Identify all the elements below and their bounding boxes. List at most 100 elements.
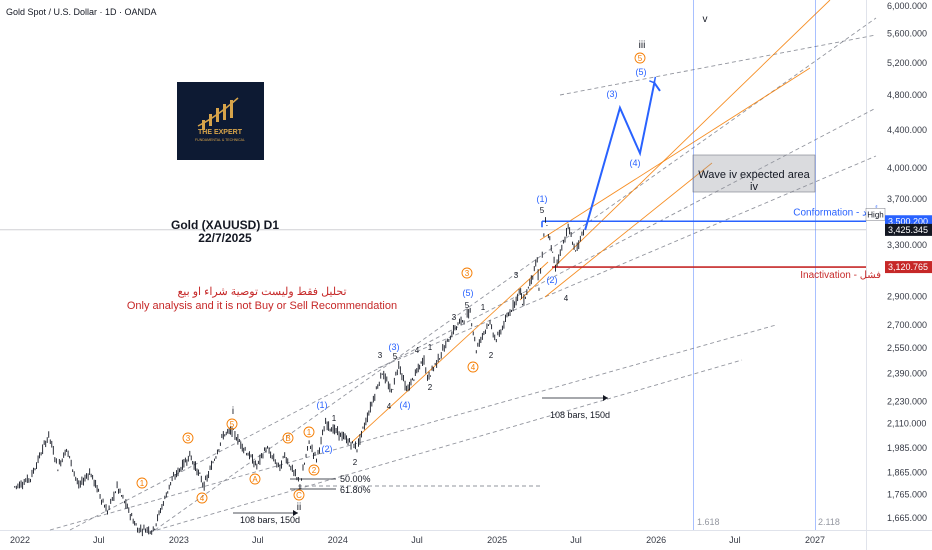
projection-peak <box>649 76 657 84</box>
wave-label: (5) <box>636 67 647 77</box>
wave-label: 3 <box>452 313 457 322</box>
wave-circle <box>467 361 479 373</box>
fib-618-label: 61.80% <box>340 485 371 495</box>
projection-path <box>584 80 661 231</box>
wave-label: 2 <box>489 351 494 360</box>
logo-bar <box>202 120 205 130</box>
x-tick-label: 2026 <box>646 535 666 545</box>
x-tick-label: Jul <box>411 535 423 545</box>
arrow-head-top <box>603 395 608 401</box>
wave-label: (3) <box>607 89 618 99</box>
channel-orange-line <box>519 0 831 301</box>
wave-label: (2) <box>547 275 558 285</box>
high-tag-label: High <box>867 210 883 219</box>
wave-label: 4 <box>415 346 420 355</box>
price-candles <box>14 217 584 537</box>
current-price-value: 3,425.345 <box>888 225 928 235</box>
wave-label: (4) <box>400 400 411 410</box>
wave-label: 2 <box>428 383 433 392</box>
wave-iv-area-box <box>692 154 816 193</box>
wave-circle <box>308 464 320 476</box>
wave-label: (5) <box>463 288 474 298</box>
y-tick-label: 2,390.000 <box>887 369 927 379</box>
logo-text: THE EXPERT <box>198 129 243 136</box>
x-tick-label: 2027 <box>805 535 825 545</box>
y-tick-label: 3,300.000 <box>887 240 927 250</box>
fib-1618-label: 1.618 <box>697 517 720 527</box>
wave-label: 1 <box>332 414 337 423</box>
wave-label: 3 <box>465 269 470 278</box>
wave-label: v <box>703 14 708 25</box>
wave-label: (4) <box>630 158 641 168</box>
logo-bar <box>230 100 233 118</box>
current-price-tag <box>885 223 932 236</box>
wave-iv-sublabel: iv <box>750 181 758 193</box>
y-tick-label: 2,700.000 <box>887 320 927 330</box>
symbol-header: Gold Spot / U.S. Dollar · 1D · OANDA <box>6 7 157 17</box>
y-tick-label: 2,900.000 <box>887 291 927 301</box>
channel-dashed-line <box>377 155 877 369</box>
logo-bar <box>209 114 212 126</box>
wave-label: 1 <box>140 479 145 488</box>
y-tick-label: 3,700.000 <box>887 194 927 204</box>
wave-circle <box>461 267 473 279</box>
wave-label: (1) <box>317 400 328 410</box>
fib-2118-label: 2.118 <box>818 517 840 527</box>
disclaimer-arabic: تحليل فقط وليست توصية شراء او بيع <box>177 286 346 298</box>
wave-label: C <box>296 491 302 500</box>
wave-label: 4 <box>387 402 392 411</box>
channel-orange-line <box>539 67 811 241</box>
x-tick-label: Jul <box>252 535 264 545</box>
x-tick-label: 2022 <box>10 535 30 545</box>
x-tick-label: Jul <box>729 535 741 545</box>
y-tick-label: 4,400.000 <box>887 125 927 135</box>
y-tick-label: 2,230.000 <box>887 396 927 406</box>
wave-circle <box>226 418 238 430</box>
y-tick-label: 4,000.000 <box>887 163 927 173</box>
wave-label: (2) <box>322 444 333 454</box>
y-tick-label: 1,665.000 <box>887 513 927 523</box>
chart-title-line2: 22/7/2025 <box>198 231 252 245</box>
wave-circle <box>293 489 305 501</box>
wave-label: 3 <box>378 351 383 360</box>
wave-label: 5 <box>393 352 398 361</box>
y-tick-label: 6,000.000 <box>887 1 927 11</box>
wave-label: (1) <box>537 194 548 204</box>
inactivation-price-tag <box>885 261 932 274</box>
wave-label: 4 <box>564 294 569 303</box>
wave-circle <box>182 432 194 444</box>
logo-chart-icon <box>197 97 239 130</box>
wave-circle <box>634 52 646 64</box>
wave-label: ii <box>297 502 301 513</box>
channel-dashed-line <box>559 34 877 96</box>
wave-label: 1 <box>428 343 433 352</box>
fib-50-label: 50.00% <box>340 474 371 484</box>
wave-label: 5 <box>230 420 235 429</box>
y-tick-label: 1,985.000 <box>887 443 927 453</box>
y-tick-label: 5,600.000 <box>887 29 927 39</box>
y-tick-label: 4,800.000 <box>887 90 927 100</box>
wave-circle <box>136 477 148 489</box>
conformation-label: Conformation - تأكيد <box>793 205 881 218</box>
wave-label: i <box>232 406 234 417</box>
wave-iv-area-label: Wave iv expected area <box>698 169 810 181</box>
bars-range-label-top: 108 bars, 150d <box>550 410 610 420</box>
chart-title-line1: Gold (XAUUSD) D1 <box>171 218 279 232</box>
wave-label: 4 <box>200 494 205 503</box>
wave-label: 3 <box>186 434 191 443</box>
inactivation-price-value: 3,120.765 <box>888 262 928 272</box>
x-tick-label: 2023 <box>169 535 189 545</box>
y-tick-label: 1,765.000 <box>887 490 927 500</box>
disclaimer-english: Only analysis and it is not Buy or Sell … <box>127 300 397 312</box>
wave-circle <box>303 426 315 438</box>
logo-box <box>177 82 264 160</box>
channel-dashed-line <box>154 17 877 531</box>
logo-bar <box>223 104 226 120</box>
wave-circle <box>196 492 208 504</box>
x-tick-label: 2025 <box>487 535 507 545</box>
bars-range-label-bottom: 108 bars, 150d <box>240 515 300 525</box>
wave-label: 3 <box>514 271 519 280</box>
channel-orange-line <box>351 261 549 443</box>
